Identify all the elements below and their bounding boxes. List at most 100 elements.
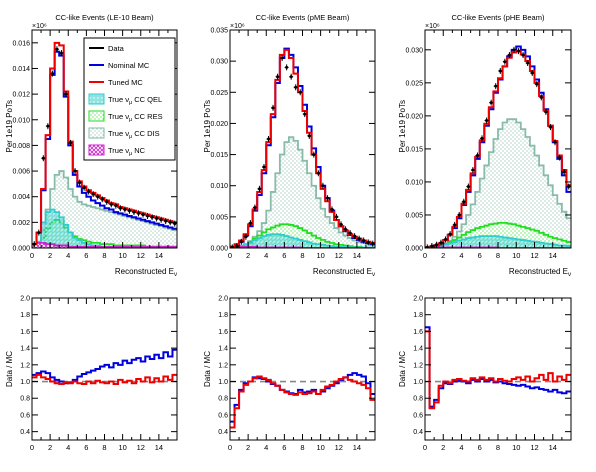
x-axis-label-sub: ν xyxy=(372,272,375,278)
y-tick-label: 1.2 xyxy=(20,362,30,369)
x-axis-label-sub: ν xyxy=(568,272,571,278)
y-tick-label: 0.015 xyxy=(405,146,423,153)
y-tick-label: 0.016 xyxy=(12,40,30,47)
legend-label: True νμ NC xyxy=(108,146,146,157)
ratio-nominal-line xyxy=(425,326,571,408)
legend-label: Nominal MC xyxy=(108,61,150,70)
y-tick-label: 1.8 xyxy=(20,312,30,319)
x-tick-label: 14 xyxy=(549,443,557,452)
x-axis-label: Reconstructed Eν xyxy=(115,267,177,278)
y-tick-label: 1.6 xyxy=(218,329,228,336)
y-tick-label: 2.0 xyxy=(20,296,30,303)
x-tick-label: 2 xyxy=(246,251,250,260)
y-tick-label: 0.015 xyxy=(210,152,228,159)
axes-frame xyxy=(229,297,376,441)
y-axis-label: Per 1e19 PoTs xyxy=(5,100,14,152)
legend-label: Tuned MC xyxy=(108,78,143,87)
x-tick-label: 10 xyxy=(316,251,324,260)
x-tick-label: 2 xyxy=(441,251,445,260)
x-tick-label: 14 xyxy=(353,443,361,452)
y-tick-label: 1.6 xyxy=(20,329,30,336)
x-tick-label: 14 xyxy=(549,251,557,260)
y-tick-label: 0.025 xyxy=(405,80,423,87)
y-tick-label: 0.000 xyxy=(210,246,228,253)
panel-title: CC-like Events (LE-10 Beam) xyxy=(55,13,154,22)
stack-qel-line xyxy=(425,235,571,248)
x-tick-label: 8 xyxy=(102,443,106,452)
y-tick-label: 1.4 xyxy=(218,346,228,353)
y-axis-label: Per 1e19 PoTs xyxy=(203,100,212,152)
y-tick-label: 0.000 xyxy=(12,246,30,253)
ratio-tuned-line xyxy=(32,373,177,386)
ratio-tuned-line xyxy=(230,375,375,429)
x-axis-label: Reconstructed Eν xyxy=(313,267,375,278)
x-tick-label: 14 xyxy=(155,443,163,452)
x-tick-label: 12 xyxy=(137,251,145,260)
y-tick-label: 0.030 xyxy=(210,59,228,66)
legend-label-sub: μ xyxy=(129,151,132,157)
y-exponent: ×10⁶ xyxy=(32,23,47,30)
x-tick-label: 8 xyxy=(300,443,304,452)
legend-label-sub: μ xyxy=(129,100,132,106)
x-tick-label: 0 xyxy=(423,443,427,452)
x-tick-label: 6 xyxy=(282,443,286,452)
stack-res-line xyxy=(425,221,571,248)
x-tick-label: 0 xyxy=(228,443,232,452)
y-tick-label: 1.0 xyxy=(20,379,30,386)
x-tick-label: 10 xyxy=(512,251,520,260)
y-tick-label: 0.010 xyxy=(210,183,228,190)
y-tick-label: 0.4 xyxy=(218,429,228,436)
axes-frame xyxy=(31,297,178,441)
legend-swatch xyxy=(88,127,105,139)
x-tick-label: 4 xyxy=(66,443,70,452)
legend-label: Data xyxy=(108,44,125,53)
stack-dis-line xyxy=(425,118,571,248)
legend-swatch xyxy=(88,93,105,105)
panel-title: CC-like Events (pME Beam) xyxy=(256,13,350,22)
histogram-panel-2: 0 2 4 6 8 10 12 14 0.000 0.005 0.010 0.015 0.020 0.02… xyxy=(203,13,376,278)
x-tick-label: 4 xyxy=(264,443,268,452)
y-tick-label: 0.020 xyxy=(210,121,228,128)
x-tick-label: 4 xyxy=(264,251,268,260)
ratio-panel-1: 0 2 4 6 8 10 12 14 0.4 0.6 0.8 1.0 1.2 1.4 1.6 1.8 2.0 Da… xyxy=(5,296,178,452)
stack-nc-line xyxy=(230,245,375,248)
y-tick-label: 0.8 xyxy=(413,396,423,403)
plot-area xyxy=(32,348,177,386)
x-tick-label: 0 xyxy=(228,251,232,260)
y-tick-label: 0.8 xyxy=(218,396,228,403)
y-tick-label: 0.8 xyxy=(20,396,30,403)
x-tick-label: 4 xyxy=(459,251,463,260)
plot-area xyxy=(230,372,375,429)
x-tick-label: 14 xyxy=(155,251,163,260)
legend-label-sub: μ xyxy=(129,134,132,140)
y-tick-label: 0.030 xyxy=(405,47,423,54)
x-tick-label: 8 xyxy=(300,251,304,260)
x-tick-label: 6 xyxy=(478,251,482,260)
legend-swatch xyxy=(88,110,105,122)
stack-dis-line xyxy=(32,170,177,248)
stack-res-line xyxy=(230,223,375,248)
y-tick-label: 0.014 xyxy=(12,66,30,73)
legend-item-nc: True νμ NC xyxy=(88,144,146,157)
x-tick-label: 0 xyxy=(30,251,34,260)
x-tick-label: 10 xyxy=(316,443,324,452)
x-tick-label: 8 xyxy=(102,251,106,260)
legend-item-tuned: Tuned MC xyxy=(89,78,143,87)
y-tick-label: 1.8 xyxy=(218,312,228,319)
y-tick-label: 0.012 xyxy=(12,92,30,99)
legend-label-suffix: CC DIS xyxy=(132,129,160,138)
y-axis-label: Data / MC xyxy=(203,351,212,387)
y-tick-label: 1.0 xyxy=(413,379,423,386)
y-axis-label: Data / MC xyxy=(5,351,14,387)
x-axis-label-sub: ν xyxy=(174,272,177,278)
legend-item-nominal: Nominal MC xyxy=(89,61,150,70)
y-exponent: ×10⁶ xyxy=(425,23,440,30)
y-axis-label: Per 1e19 PoTs xyxy=(398,100,407,152)
legend-item-dis: True νμ CC DIS xyxy=(88,127,160,140)
x-tick-label: 2 xyxy=(441,443,445,452)
y-tick-label: 0.005 xyxy=(210,214,228,221)
x-tick-label: 6 xyxy=(478,443,482,452)
ratio-tuned-line xyxy=(425,330,571,410)
stack-dis-line xyxy=(230,136,375,248)
legend-label-sub: μ xyxy=(129,117,132,123)
